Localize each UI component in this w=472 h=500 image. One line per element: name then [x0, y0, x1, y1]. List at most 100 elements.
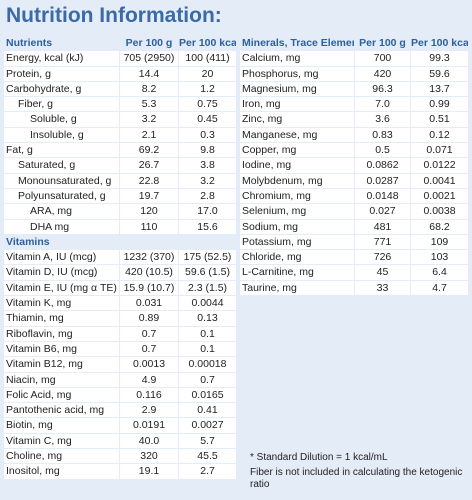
nutrient-value: 0.027	[355, 204, 410, 219]
nutrient-value: 3.6	[355, 112, 410, 127]
nutrient-value: 705 (2950)	[120, 51, 178, 66]
nutrient-value: 120	[120, 204, 178, 219]
table-row: Copper, mg 0.5 0.071	[240, 143, 468, 158]
nutrient-value: 2.1	[120, 127, 178, 143]
nutrient-value: 0.00018	[179, 357, 236, 372]
nutrient-name: Vitamin K, mg	[4, 296, 119, 311]
nutrient-value: 1.2	[179, 81, 236, 97]
nutrient-value: 45	[355, 265, 410, 280]
table-row: Biotin, mg 0.0191 0.0027	[4, 418, 236, 433]
nutrient-value: 1232 (370)	[120, 250, 178, 265]
nutrient-value: 175 (52.5)	[179, 250, 236, 265]
nutrient-value: 3.2	[179, 173, 236, 188]
nutrient-name: Energy, kcal (kJ)	[4, 51, 119, 66]
nutrient-value: 0.0165	[179, 387, 236, 403]
nutrient-value: 9.8	[179, 143, 236, 158]
column-header: Per 100 kcal	[179, 37, 236, 49]
column-header: Minerals, Trace Elements	[242, 37, 354, 49]
nutrient-name: Folic Acid, mg	[4, 387, 119, 403]
nutrient-value: 59.6	[411, 66, 468, 81]
nutrient-value: 0.1	[179, 326, 236, 341]
nutrient-value: 5.3	[120, 97, 178, 112]
nutrient-name: Biotin, mg	[4, 418, 119, 433]
table-row: Iron, mg 7.0 0.99	[240, 97, 468, 112]
nutrient-value: 3.8	[179, 158, 236, 173]
table-row: Fat, g 69.2 9.8	[4, 143, 236, 158]
nutrient-value: 33	[355, 280, 410, 296]
nutrient-value: 103	[411, 250, 468, 265]
nutrient-value: 4.9	[120, 372, 178, 387]
nutrient-value: 0.75	[179, 97, 236, 112]
nutrient-value: 700	[355, 51, 410, 66]
table-row: Chromium, mg 0.0148 0.0021	[240, 188, 468, 204]
table-row: Insoluble, g 2.1 0.3	[4, 127, 236, 143]
table-row: Pantothenic acid, mg 2.9 0.41	[4, 403, 236, 418]
nutrient-value: 0.0287	[355, 173, 410, 188]
nutrient-value: 0.0862	[355, 158, 410, 173]
nutrients-table: Nutrients Per 100 g Per 100 kcal Energy, kc…	[4, 36, 236, 479]
table-row: Magnesium, mg 96.3 13.7	[240, 81, 468, 97]
nutrient-value: 59.6 (1.5)	[179, 265, 236, 280]
table-row: Taurine, mg 33 4.7	[240, 280, 468, 296]
nutrient-value: 320	[120, 449, 178, 464]
table-row: Riboflavin, mg 0.7 0.1	[4, 326, 236, 341]
nutrient-value: 109	[411, 234, 468, 250]
table-row: Iodine, mg 0.0862 0.0122	[240, 158, 468, 173]
nutrient-value: 2.7	[179, 464, 236, 479]
table-row: Protein, g 14.4 20	[4, 66, 236, 81]
nutrient-name: Niacin, mg	[4, 372, 119, 387]
table-row: Sodium, mg 481 68.2	[240, 219, 468, 234]
nutrient-value: 2.8	[179, 188, 236, 204]
nutrient-name: Vitamin D, IU (mcg)	[4, 265, 119, 280]
nutrient-name: Fiber, g	[4, 97, 119, 112]
nutrient-value: 0.0122	[411, 158, 468, 173]
table-row: Folic Acid, mg 0.116 0.0165	[4, 387, 236, 403]
nutrient-name: Selenium, mg	[240, 204, 354, 219]
nutrient-name: Vitamin E, IU (mg α TE)	[4, 280, 119, 296]
table-row: Manganese, mg 0.83 0.12	[240, 127, 468, 143]
nutrient-name: Vitamin B6, mg	[4, 341, 119, 357]
nutrient-value: 0.3	[179, 127, 236, 143]
table-row: Inositol, mg 19.1 2.7	[4, 464, 236, 479]
nutrient-value: 99.3	[411, 51, 468, 66]
nutrient-value: 96.3	[355, 81, 410, 97]
nutrient-name: Molybdenum, mg	[240, 173, 354, 188]
nutrient-name: Protein, g	[4, 66, 119, 81]
table-row: Vitamin B6, mg 0.7 0.1	[4, 341, 236, 357]
nutrient-value: 420	[355, 66, 410, 81]
nutrient-value: 0.0191	[120, 418, 178, 433]
header-row: Nutrients Per 100 g Per 100 kcal	[4, 36, 236, 50]
nutrient-value: 2.9	[120, 403, 178, 418]
nutrient-value: 0.031	[120, 296, 178, 311]
nutrient-value: 0.7	[120, 326, 178, 341]
nutrient-name: Magnesium, mg	[240, 81, 354, 97]
nutrient-value: 771	[355, 234, 410, 250]
nutrient-name: Zinc, mg	[240, 112, 354, 127]
nutrient-value: 0.116	[120, 387, 178, 403]
column-header: Nutrients	[6, 37, 53, 49]
table-row: Chloride, mg 726 103	[240, 250, 468, 265]
nutrient-value: 0.0013	[120, 357, 178, 372]
column-header: Per 100 g	[359, 37, 406, 49]
nutrient-value: 0.1	[179, 341, 236, 357]
nutrient-name: Polyunsaturated, g	[4, 188, 119, 204]
nutrient-name: Carbohydrate, g	[4, 81, 119, 97]
table-row: Polyunsaturated, g 19.7 2.8	[4, 188, 236, 204]
nutrient-value: 22.8	[120, 173, 178, 188]
table-row: Zinc, mg 3.6 0.51	[240, 112, 468, 127]
nutrient-value: 13.7	[411, 81, 468, 97]
nutrient-value: 6.4	[411, 265, 468, 280]
nutrient-name: Fat, g	[4, 143, 119, 158]
nutrient-value: 14.4	[120, 66, 178, 81]
nutrient-value: 68.2	[411, 219, 468, 234]
nutrient-value: 0.13	[179, 311, 236, 326]
nutrient-value: 0.7	[179, 372, 236, 387]
nutrient-name: L-Carnitine, mg	[240, 265, 354, 280]
table-row: Vitamin E, IU (mg α TE) 15.9 (10.7) 2.3 (1…	[4, 280, 236, 296]
table-row: Vitamin D, IU (mcg) 420 (10.5) 59.6 (1.5)	[4, 265, 236, 280]
nutrient-name: Manganese, mg	[240, 127, 354, 143]
nutrient-value: 0.99	[411, 97, 468, 112]
table-row: Molybdenum, mg 0.0287 0.0041	[240, 173, 468, 188]
table-row: ARA, mg 120 17.0	[4, 204, 236, 219]
